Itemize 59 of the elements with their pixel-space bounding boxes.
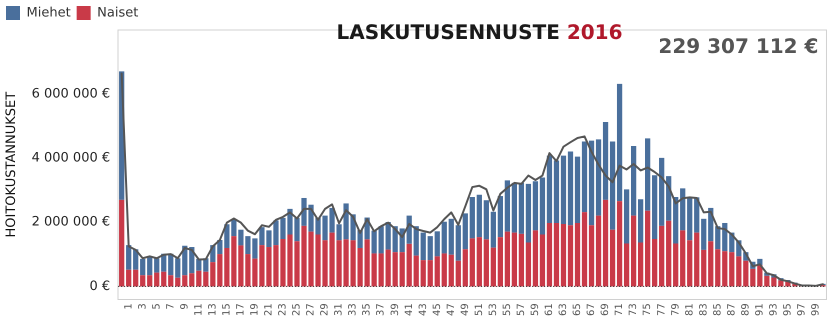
x-tick-label: 41 bbox=[404, 303, 415, 316]
x-tick-label: 61 bbox=[544, 303, 556, 316]
x-tick-label: 91 bbox=[754, 303, 766, 316]
x-tick-label: 95 bbox=[782, 303, 794, 316]
x-tick-label: 13 bbox=[207, 303, 218, 316]
x-tick-label: 97 bbox=[796, 303, 808, 316]
x-tick-label: 23 bbox=[278, 303, 289, 316]
x-tick-label: 45 bbox=[432, 303, 443, 316]
y-tick-label: 4 000 000 € bbox=[32, 150, 110, 166]
x-tick-label: 37 bbox=[376, 303, 387, 316]
x-tick-label: 77 bbox=[656, 303, 668, 316]
x-tick-label: 93 bbox=[768, 303, 780, 316]
legend-label: Miehet bbox=[26, 5, 71, 20]
x-tick-label: 63 bbox=[558, 303, 570, 316]
x-tick-label: 31 bbox=[334, 303, 345, 316]
x-tick-label: 67 bbox=[586, 303, 598, 316]
x-tick-label: 71 bbox=[614, 303, 626, 316]
x-tick-label: 29 bbox=[320, 303, 331, 316]
x-tick-label: 99 bbox=[810, 303, 822, 316]
x-tick-label: 7 bbox=[165, 303, 176, 310]
x-tick-label: 47 bbox=[446, 303, 457, 316]
x-tick-label: 83 bbox=[698, 303, 710, 316]
x-tick-label: 89 bbox=[740, 303, 752, 316]
x-tick-label: 35 bbox=[362, 303, 373, 316]
x-tick-label: 17 bbox=[235, 303, 246, 316]
x-tick-label: 65 bbox=[572, 303, 584, 316]
y-tick-label: 0 € bbox=[89, 278, 110, 294]
x-tick-label: 15 bbox=[221, 303, 232, 316]
x-tick-label: 55 bbox=[502, 303, 513, 316]
x-tick-label: 3 bbox=[137, 303, 148, 310]
x-tick-label: 73 bbox=[628, 303, 640, 316]
chart-title: LASKUTUSENNUSTE 2016 bbox=[336, 20, 623, 44]
x-tick-label: 1 bbox=[123, 303, 134, 310]
y-axis-title: HOITOKUSTANNUKSET bbox=[4, 92, 20, 238]
x-tick-label: 11 bbox=[193, 303, 204, 316]
y-tick-label: 2 000 000 € bbox=[32, 214, 110, 230]
x-tick-label: 85 bbox=[712, 303, 724, 316]
x-tick-label: 19 bbox=[250, 303, 261, 316]
x-tick-label: 57 bbox=[516, 303, 527, 316]
x-tick-label: 87 bbox=[726, 303, 738, 316]
x-tick-label: 27 bbox=[306, 303, 317, 316]
x-tick-label: 69 bbox=[600, 303, 612, 316]
x-tick-label: 59 bbox=[530, 303, 542, 316]
x-tick-label: 25 bbox=[292, 303, 303, 316]
x-tick-label: 33 bbox=[348, 303, 359, 316]
x-tick-label: 39 bbox=[390, 303, 401, 316]
x-tick-label: 51 bbox=[474, 303, 485, 316]
legend-label: Naiset bbox=[97, 5, 138, 20]
x-tick-label: 43 bbox=[418, 303, 429, 316]
x-tick-label: 49 bbox=[460, 303, 471, 316]
x-tick-label: 81 bbox=[684, 303, 696, 316]
y-tick-label: 6 000 000 € bbox=[32, 86, 110, 102]
x-tick-label: 9 bbox=[179, 303, 190, 310]
x-tick-label: 79 bbox=[670, 303, 682, 316]
x-tick-label: 21 bbox=[264, 303, 275, 316]
x-tick-label: 5 bbox=[151, 303, 162, 310]
x-tick-label: 53 bbox=[488, 303, 499, 316]
x-tick-label: 75 bbox=[642, 303, 654, 316]
annotation: 229 307 112 € bbox=[658, 34, 818, 58]
